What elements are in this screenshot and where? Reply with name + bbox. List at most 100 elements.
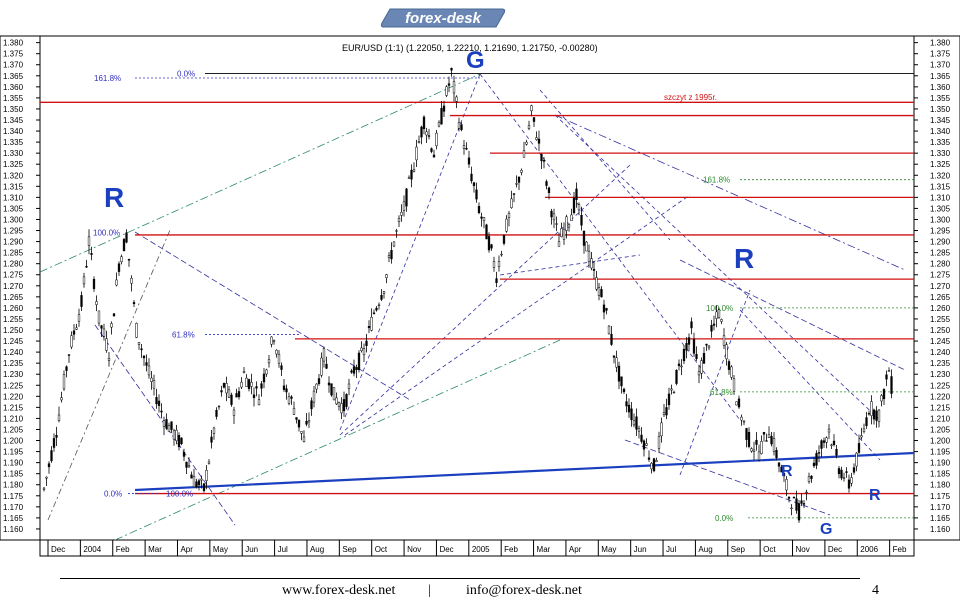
candle-body xyxy=(330,383,333,396)
candle-body xyxy=(402,201,406,211)
candle-body xyxy=(410,169,413,180)
candle-body xyxy=(647,457,651,460)
footer-separator: | xyxy=(428,583,431,598)
candle-body xyxy=(262,373,266,383)
y-tick-label-right: 1.235 xyxy=(930,359,951,368)
candle-body xyxy=(195,481,198,487)
annotation-label: R xyxy=(781,463,793,480)
candle-body xyxy=(387,255,391,258)
candle-body xyxy=(57,414,61,421)
candle-body xyxy=(440,108,443,125)
candle-body xyxy=(567,224,571,228)
page-number: 4 xyxy=(872,583,879,598)
candle-body xyxy=(327,382,331,386)
candle-body xyxy=(712,323,716,326)
fib-level-label: 61.8% xyxy=(710,388,733,397)
candle-body xyxy=(680,365,683,368)
candle-body xyxy=(850,477,853,484)
x-tick-label: Aug xyxy=(310,545,324,554)
y-tick-label-right: 1.320 xyxy=(930,171,951,180)
candle-body xyxy=(842,477,846,479)
x-tick-label: Nov xyxy=(796,545,810,554)
candle-body xyxy=(62,374,66,390)
candle-body xyxy=(627,404,631,413)
y-tick-label-left: 1.330 xyxy=(3,149,24,158)
candle-body xyxy=(460,124,463,131)
candle-body xyxy=(405,188,408,207)
y-tick-label-left: 1.340 xyxy=(3,127,24,136)
candle-body xyxy=(357,352,361,371)
candle-body xyxy=(360,347,363,351)
candle-body xyxy=(795,498,798,511)
x-tick-label: Aug xyxy=(698,545,712,554)
x-tick-label: Oct xyxy=(375,545,388,554)
y-tick-label-left: 1.325 xyxy=(3,160,24,169)
y-tick-label-right: 1.360 xyxy=(930,83,951,92)
footer-email-link[interactable]: info@forex-desk.net xyxy=(466,583,582,598)
fib-level-label: 100.0% xyxy=(706,304,733,313)
candle-body xyxy=(500,253,503,256)
candle-body xyxy=(82,276,86,285)
candle-body xyxy=(292,407,296,415)
x-tick-label: Feb xyxy=(116,545,130,554)
candle-body xyxy=(227,389,231,398)
fib-level-label: 100.0% xyxy=(166,490,193,499)
candle-body xyxy=(157,400,161,406)
candle-body xyxy=(837,468,841,474)
candle-body xyxy=(652,458,656,472)
candle-body xyxy=(125,232,128,243)
y-tick-label-right: 1.350 xyxy=(930,105,951,114)
candle-body xyxy=(617,365,621,382)
candle-body xyxy=(137,342,141,345)
y-tick-label-left: 1.355 xyxy=(3,94,24,103)
candle-body xyxy=(445,86,448,96)
fib-level-label: 0.0% xyxy=(177,70,195,79)
candle-body xyxy=(625,401,628,407)
candle-body xyxy=(772,438,776,452)
y-tick-label-right: 1.335 xyxy=(930,138,951,147)
candle-body xyxy=(42,487,46,490)
trend-line xyxy=(499,254,641,276)
y-tick-label-right: 1.330 xyxy=(930,149,951,158)
candle-body xyxy=(890,376,893,394)
footer: www.forex-desk.net | info@forex-desk.net… xyxy=(0,583,960,601)
candle-body xyxy=(150,377,153,382)
y-tick-label-left: 1.320 xyxy=(3,171,24,180)
candle-body xyxy=(232,409,236,416)
y-tick-label-right: 1.275 xyxy=(930,271,951,280)
candle-body xyxy=(735,401,738,406)
candle-body xyxy=(340,403,343,414)
y-tick-label-right: 1.165 xyxy=(930,514,951,523)
candle-body xyxy=(697,371,701,376)
candle-body xyxy=(877,409,881,423)
footer-website-link[interactable]: www.forex-desk.net xyxy=(282,583,396,598)
candle-body xyxy=(555,223,558,225)
candlesticks xyxy=(42,67,893,523)
candle-body xyxy=(727,361,731,370)
candle-body xyxy=(507,213,511,218)
y-tick-label-right: 1.365 xyxy=(930,72,951,81)
candle-body xyxy=(452,81,456,94)
candle-body xyxy=(660,422,663,437)
y-tick-label-left: 1.185 xyxy=(3,470,24,479)
y-tick-label-left: 1.160 xyxy=(3,525,24,534)
candle-body xyxy=(160,410,163,413)
candle-body xyxy=(887,370,891,372)
x-tick-label: Jun xyxy=(634,545,647,554)
candle-body xyxy=(560,228,563,238)
candle-body xyxy=(435,132,438,147)
candle-body xyxy=(825,437,828,443)
candle-body xyxy=(97,310,101,324)
candle-body xyxy=(245,377,248,387)
x-tick-label: 2004 xyxy=(83,545,101,554)
y-tick-label-right: 1.380 xyxy=(930,39,951,48)
y-tick-label-right: 1.225 xyxy=(930,381,951,390)
candle-body xyxy=(130,277,133,284)
y-axis-right-box xyxy=(913,35,960,541)
annotation-label: R xyxy=(734,243,754,274)
candle-body xyxy=(525,141,528,145)
y-tick-label-left: 1.245 xyxy=(3,337,24,346)
candle-body xyxy=(792,496,796,499)
candle-body xyxy=(537,138,541,144)
y-tick-label-right: 1.265 xyxy=(930,293,951,302)
